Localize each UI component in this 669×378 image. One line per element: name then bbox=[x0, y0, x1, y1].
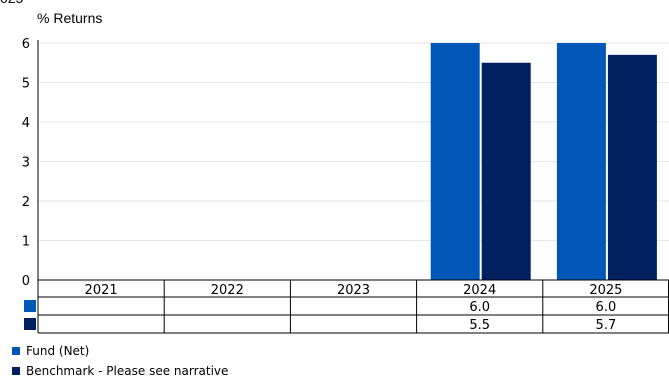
data-label: 6.0 bbox=[469, 300, 490, 315]
y-tick-label: 6 bbox=[22, 37, 30, 52]
data-label: 5.5 bbox=[469, 318, 490, 333]
y-axis-label: % Returns bbox=[37, 10, 103, 26]
bar-benchmark-2025 bbox=[607, 54, 657, 280]
x-tick-label: 2021 bbox=[85, 283, 118, 298]
chart: 0 1 2 3 4 5 6 2021 2022 2023 2024 2025 6.0 6.0 5.5 5.7 bbox=[22, 37, 669, 334]
y-tick-label: 1 bbox=[22, 235, 30, 250]
legend-swatch-benchmark bbox=[12, 367, 20, 375]
y-tick-label: 3 bbox=[22, 156, 30, 171]
table-swatch-fund bbox=[24, 300, 36, 312]
y-tick-label: 2 bbox=[22, 195, 30, 210]
x-tick-label: 2023 bbox=[337, 283, 370, 298]
x-tick-label: 2024 bbox=[463, 283, 496, 298]
y-tick-label: 4 bbox=[22, 116, 30, 131]
page-title: 025 bbox=[0, 0, 23, 6]
x-tick-label: 2022 bbox=[211, 283, 244, 298]
table-swatch-benchmark bbox=[24, 318, 36, 330]
legend-swatch-fund bbox=[12, 347, 20, 355]
legend-label-benchmark: Benchmark - Please see narrative bbox=[26, 364, 229, 378]
bar-fund-2025 bbox=[556, 43, 606, 280]
data-label: 5.7 bbox=[596, 318, 617, 333]
bar-benchmark-2024 bbox=[481, 62, 531, 280]
y-tick-label: 0 bbox=[22, 274, 30, 289]
bar-fund-2024 bbox=[430, 43, 480, 280]
y-tick-label: 5 bbox=[22, 77, 30, 92]
x-tick-label: 2025 bbox=[589, 283, 622, 298]
legend-label-fund: Fund (Net) bbox=[26, 344, 90, 358]
legend-item-fund: Fund (Net) bbox=[12, 344, 89, 358]
data-label: 6.0 bbox=[596, 300, 617, 315]
legend-item-benchmark: Benchmark - Please see narrative bbox=[12, 364, 228, 378]
